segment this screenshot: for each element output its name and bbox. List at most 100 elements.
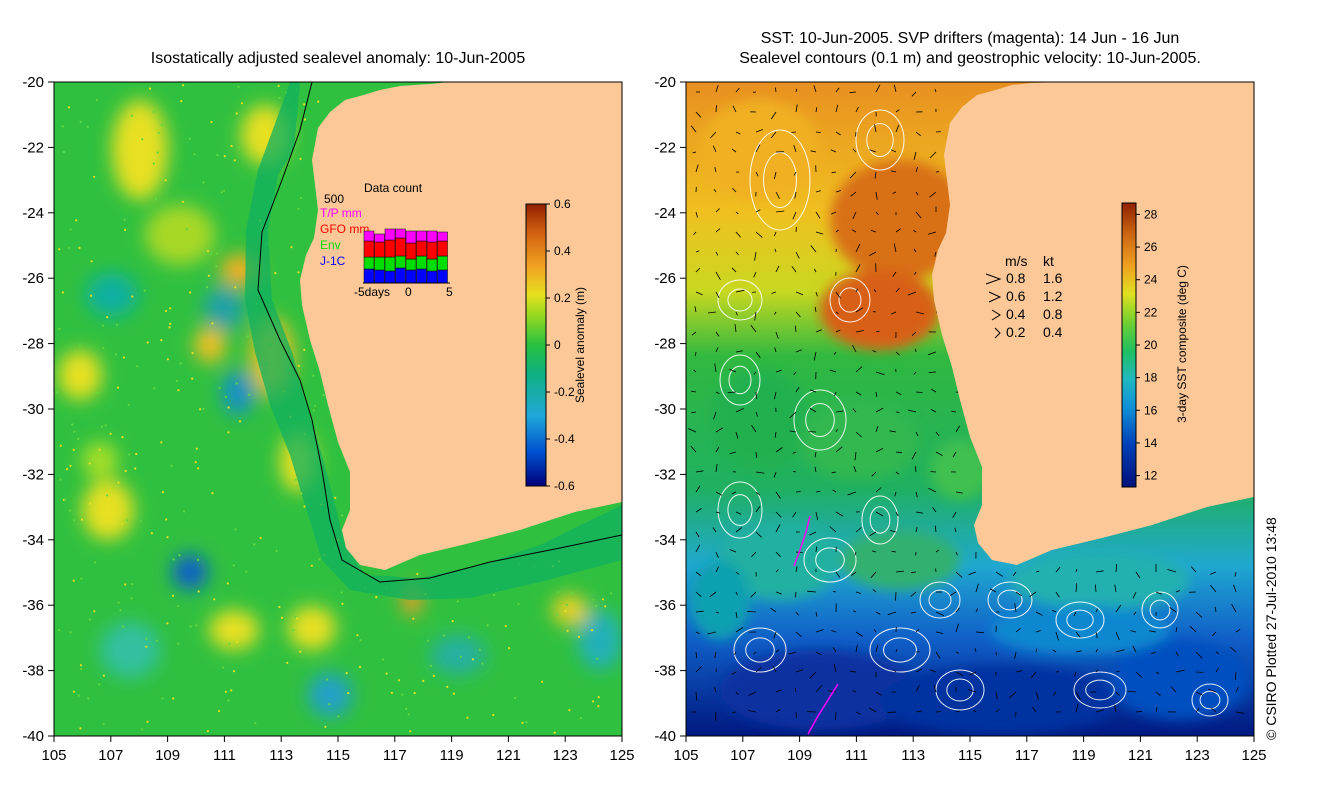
data-count-ymax: 500	[324, 192, 344, 206]
data-count-bars	[363, 228, 448, 284]
left-lon-tick: 115	[326, 747, 350, 764]
plot-credit: © CSIRO Plotted 27-Jul-2010 13:48	[1263, 517, 1279, 740]
sla-colorbar-tick: 0.4	[554, 244, 571, 258]
right-lat-tick: -34	[654, 532, 676, 549]
sla-colorbar-tick: 0.2	[554, 291, 571, 305]
vel-key-kt: 1.2	[1043, 288, 1063, 304]
vel-key-kt: 1.6	[1043, 270, 1063, 286]
shelf-edge-contour	[257, 82, 622, 583]
left-lon-tick: 123	[553, 747, 578, 764]
vel-key-header-kt: kt	[1043, 253, 1054, 269]
sst-field	[690, 100, 1250, 735]
data-count-xlabel-start: -5days	[354, 285, 390, 299]
sst-colorbar: 28 26 24 22 20 18 16 14 12 3-day SST composite (…	[1121, 202, 1189, 488]
legend-gfo: GFO mm	[320, 222, 369, 236]
left-lat-tick: -34	[22, 532, 44, 549]
legend-j1c: J-1C	[320, 254, 346, 268]
data-count-xlabel-end: 5	[446, 285, 453, 299]
right-lon-tick: 125	[1241, 747, 1266, 764]
left-lon-tick: 113	[269, 747, 293, 764]
right-lon-tick: 121	[1128, 747, 1153, 764]
right-map-title-line1: SST: 10-Jun-2005. SVP drifters (magenta)…	[760, 30, 1180, 47]
vel-key-ms: 0.2	[1006, 324, 1026, 340]
data-count-inset: Data count 500 T/P mm GFO mm Env J-1C -5…	[320, 181, 453, 299]
sla-colorbar-tick: -0.4	[554, 432, 575, 446]
vel-key-ms: 0.8	[1006, 270, 1026, 286]
sealevel-contours	[717, 109, 1229, 717]
sla-colorbar: 0.6 0.4 0.2 0 -0.2 -0.4 -0.6 Sealevel anomaly …	[525, 197, 587, 493]
right-lat-tick: -32	[654, 466, 676, 483]
left-lat-tick: -30	[22, 401, 44, 418]
sst-colorbar-tick: 18	[1144, 371, 1158, 385]
vel-key-kt: 0.4	[1043, 324, 1063, 340]
vel-key-ms: 0.6	[1006, 288, 1026, 304]
velocity-key: m/s kt 0.8 1.6 0.6 1.2 0.4 0.8 0.2 0.4	[985, 253, 1063, 340]
left-lat-tick: -38	[22, 663, 44, 680]
left-lat-tick: -28	[22, 336, 44, 353]
left-lat-tick: -40	[22, 728, 44, 745]
right-lat-tick: -30	[654, 401, 676, 418]
sst-colorbar-tick: 20	[1144, 338, 1158, 352]
legend-env: Env	[320, 238, 341, 252]
right-lat-tick: -20	[654, 74, 676, 91]
geostrophic-velocity-arrows	[687, 84, 1245, 721]
right-lon-tick: 107	[730, 747, 755, 764]
right-lat-tick: -22	[654, 139, 676, 156]
sla-colorbar-tick: 0.6	[554, 197, 571, 211]
vel-key-header-ms: m/s	[1005, 253, 1028, 269]
svp-drifter-tracks	[793, 515, 839, 735]
left-lat-tick: -20	[22, 74, 44, 91]
left-lat-tick: -22	[22, 139, 44, 156]
left-lon-tick: 121	[496, 747, 521, 764]
right-lon-tick: 111	[845, 747, 868, 764]
right-lat-tick: -38	[654, 663, 676, 680]
sst-colorbar-tick: 12	[1144, 469, 1158, 483]
right-map-axes: 105 107 109 111 113 115 117 119 121 123 125 -20 -22 -…	[654, 74, 1266, 764]
sst-colorbar-tick: 28	[1144, 207, 1158, 221]
left-lon-tick: 125	[609, 747, 634, 764]
sla-colorbar-tick: -0.6	[554, 479, 575, 493]
left-lat-tick: -24	[22, 205, 44, 222]
right-lat-tick: -24	[654, 205, 676, 222]
sst-colorbar-tick: 26	[1144, 240, 1158, 254]
sst-colorbar-tick: 24	[1144, 273, 1158, 287]
sla-colorbar-label: Sealevel anomaly (m)	[573, 287, 587, 403]
sst-colorbar-label: 3-day SST composite (deg C)	[1175, 265, 1189, 423]
right-lon-tick: 105	[673, 747, 698, 764]
sla-colorbar-tick: 0	[554, 338, 561, 352]
left-map-title: Isostatically adjusted sealevel anomaly:…	[150, 50, 526, 67]
sst-colorbar-tick: 14	[1144, 436, 1158, 450]
right-lat-tick: -36	[654, 597, 676, 614]
right-lon-tick: 119	[1072, 747, 1096, 764]
land	[932, 82, 1254, 565]
left-lat-tick: -32	[22, 466, 44, 483]
sst-colorbar-tick: 22	[1144, 305, 1158, 319]
left-lon-tick: 109	[155, 747, 180, 764]
sealevel-anomaly-map	[54, 82, 622, 736]
left-lon-tick: 117	[383, 747, 407, 764]
left-lon-tick: 107	[98, 747, 123, 764]
right-map-title-line2: Sealevel contours (0.1 m) and geostrophi…	[739, 50, 1201, 67]
vel-key-ms: 0.4	[1006, 306, 1026, 322]
left-lat-tick: -36	[22, 597, 44, 614]
left-map-axes: 105 107 109 111 113 115 117 119 121 123 125 -20 -22 -…	[22, 74, 634, 764]
right-lon-tick: 113	[901, 747, 925, 764]
coastal-shelf-band	[245, 82, 622, 600]
sla-colorbar-tick: -0.2	[554, 385, 575, 399]
legend-tp: T/P mm	[320, 206, 362, 220]
data-count-title: Data count	[364, 181, 423, 195]
left-lon-tick: 111	[213, 747, 236, 764]
left-lon-tick: 105	[41, 747, 66, 764]
data-count-xlabel-mid: 0	[405, 285, 412, 299]
right-lon-tick: 123	[1185, 747, 1210, 764]
right-lat-tick: -28	[654, 336, 676, 353]
right-lon-tick: 115	[958, 747, 982, 764]
left-lon-tick: 119	[440, 747, 464, 764]
sst-map	[686, 82, 1254, 736]
left-lat-tick: -26	[22, 270, 44, 287]
right-lon-tick: 109	[787, 747, 812, 764]
right-lat-tick: -40	[654, 728, 676, 745]
right-lon-tick: 117	[1015, 747, 1039, 764]
right-lat-tick: -26	[654, 270, 676, 287]
